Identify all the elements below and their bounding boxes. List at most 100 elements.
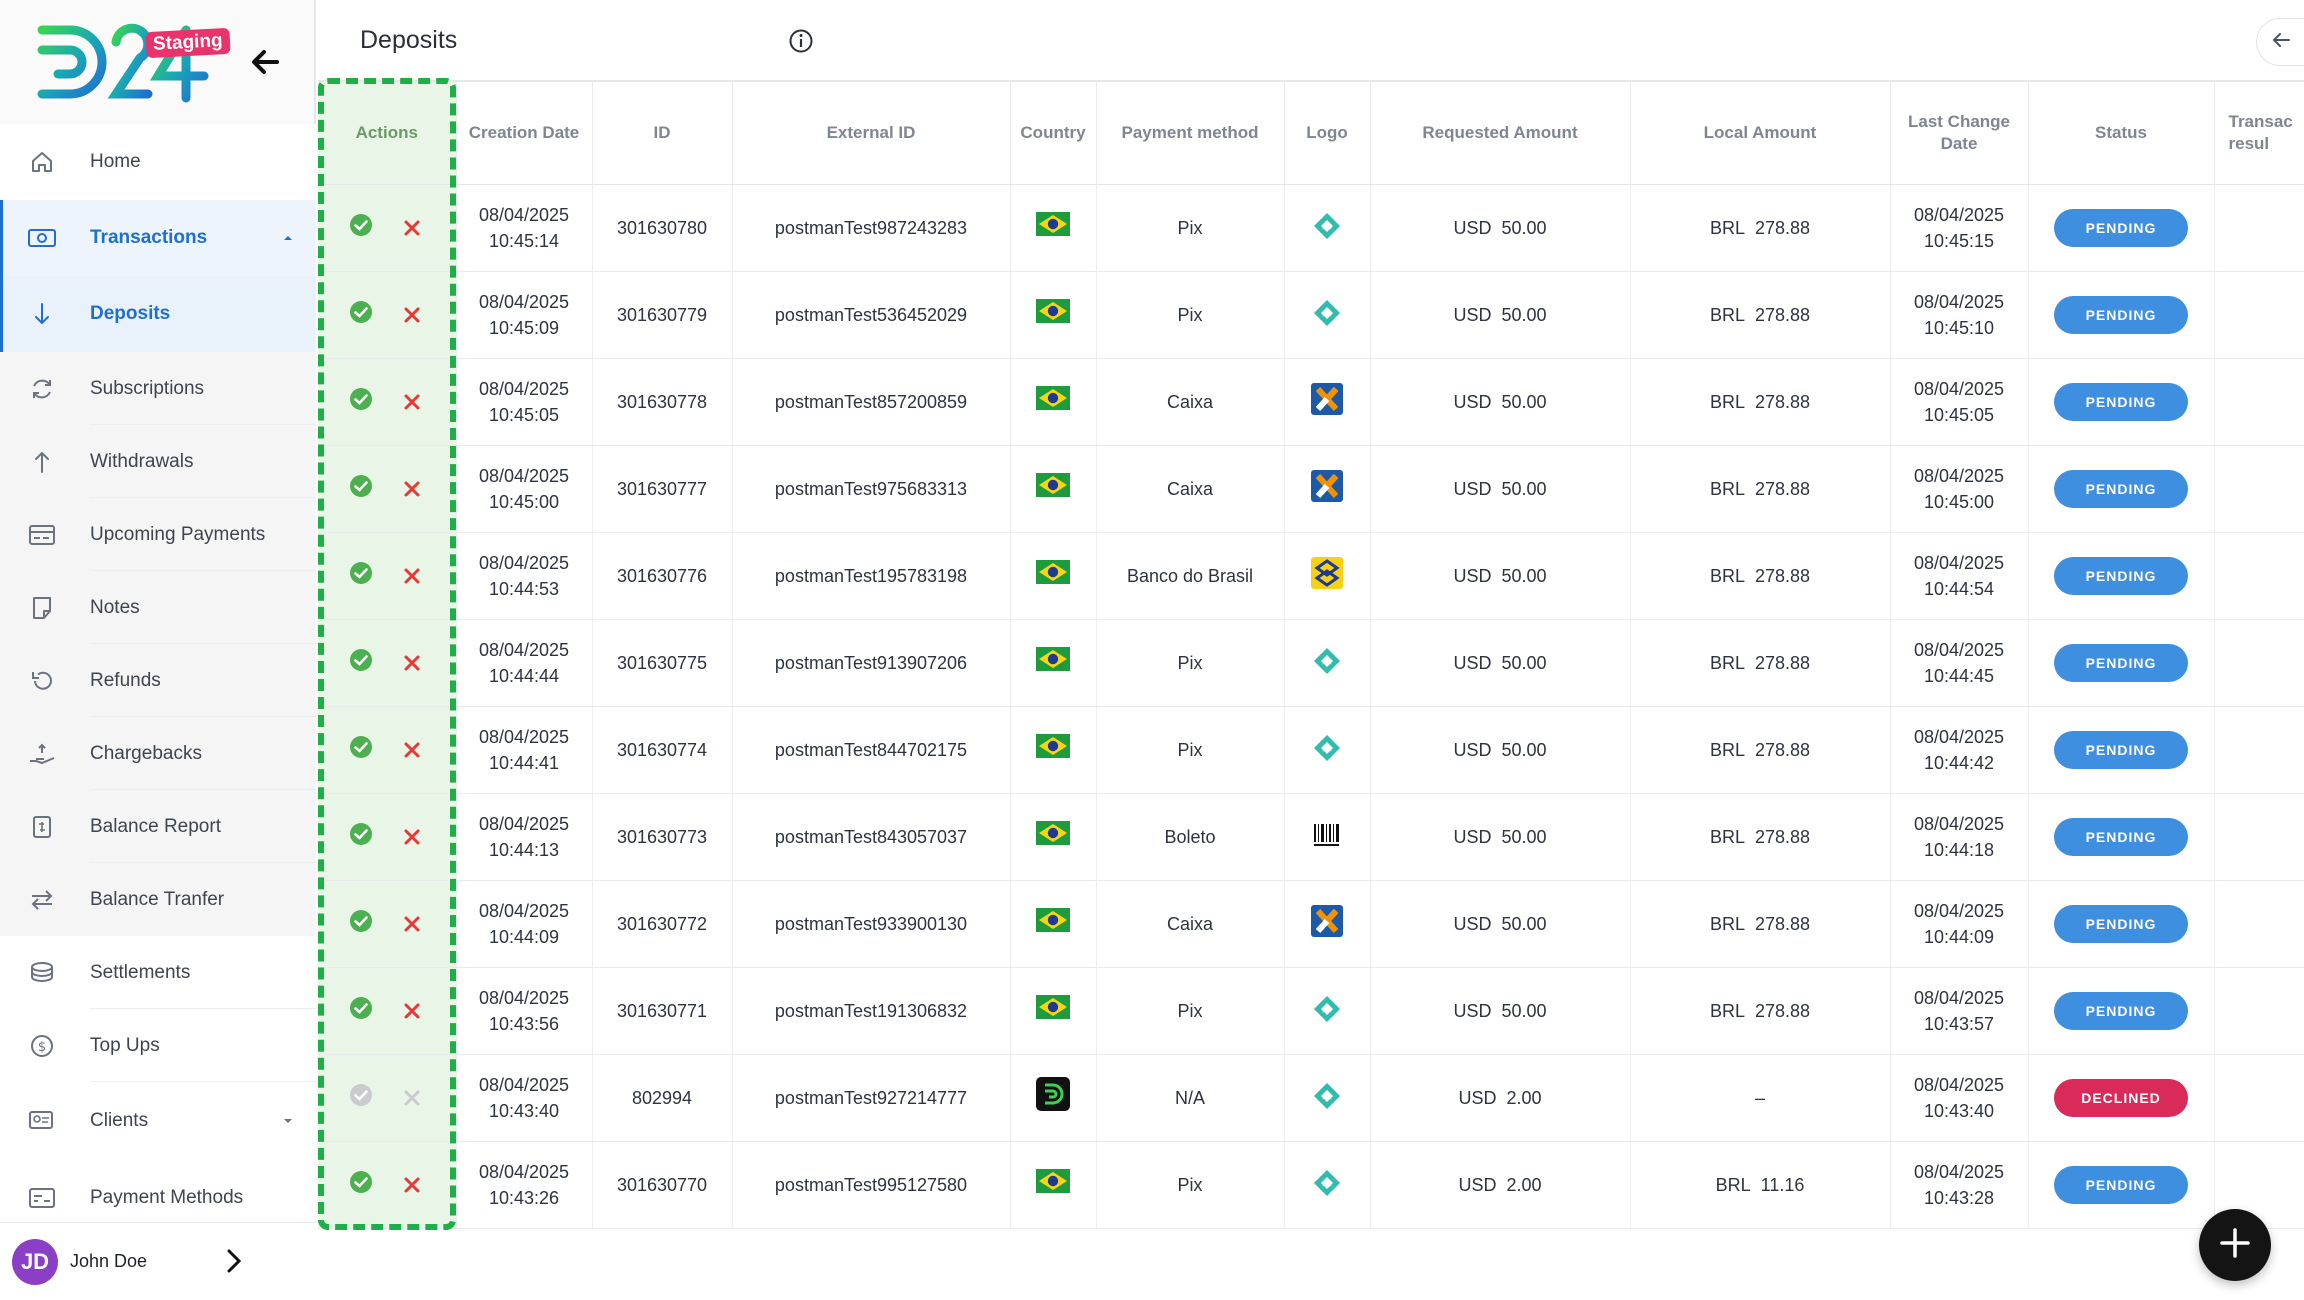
external-id-cell[interactable]: postmanTest913907206 bbox=[732, 619, 1011, 707]
sidebar-item-home[interactable]: Home bbox=[0, 124, 316, 200]
reject-icon[interactable] bbox=[398, 562, 426, 590]
table-row[interactable]: 08/04/2025 10:43:56 301630771 postmanTest… bbox=[318, 967, 2304, 1055]
status-badge[interactable]: PENDING bbox=[2054, 904, 2188, 943]
col-external-id[interactable]: External ID bbox=[732, 82, 1011, 185]
external-id-cell[interactable]: postmanTest927214777 bbox=[732, 1054, 1011, 1142]
status-badge[interactable]: PENDING bbox=[2054, 556, 2188, 595]
reject-icon[interactable] bbox=[398, 214, 426, 242]
approve-icon[interactable] bbox=[347, 472, 375, 500]
external-id-cell[interactable]: postmanTest843057037 bbox=[732, 793, 1011, 881]
id-cell[interactable]: 301630771 bbox=[592, 967, 733, 1055]
sidebar-item-settlements[interactable]: Settlements bbox=[0, 936, 316, 1009]
table-row[interactable]: 08/04/2025 10:44:09 301630772 postmanTest… bbox=[318, 880, 2304, 968]
table-row[interactable]: 08/04/2025 10:45:00 301630777 postmanTest… bbox=[318, 445, 2304, 533]
sidebar-item-deposits[interactable]: Deposits bbox=[0, 276, 316, 352]
sidebar-item-balance-transfer[interactable]: Balance Tranfer bbox=[0, 863, 316, 936]
table-row[interactable]: 08/04/2025 10:43:40 802994 postmanTest927… bbox=[318, 1054, 2304, 1142]
sidebar-item-transactions[interactable]: Transactions bbox=[0, 200, 316, 276]
table-row[interactable]: 08/04/2025 10:44:41 301630774 postmanTest… bbox=[318, 706, 2304, 794]
status-badge[interactable]: PENDING bbox=[2054, 382, 2188, 421]
table-row[interactable]: 08/04/2025 10:44:53 301630776 postmanTest… bbox=[318, 532, 2304, 620]
status-badge[interactable]: DECLINED bbox=[2054, 1078, 2188, 1117]
status-badge[interactable]: PENDING bbox=[2054, 1165, 2188, 1204]
sidebar-item-balance-report[interactable]: Balance Report bbox=[0, 790, 316, 863]
table-row[interactable]: 08/04/2025 10:45:09 301630779 postmanTest… bbox=[318, 271, 2304, 359]
external-id-cell[interactable]: postmanTest857200859 bbox=[732, 358, 1011, 446]
id-cell[interactable]: 802994 bbox=[592, 1054, 733, 1142]
reject-icon[interactable] bbox=[398, 649, 426, 677]
status-badge[interactable]: PENDING bbox=[2054, 643, 2188, 682]
external-id-cell[interactable]: postmanTest995127580 bbox=[732, 1141, 1011, 1229]
approve-icon[interactable] bbox=[347, 559, 375, 587]
external-id-cell[interactable]: postmanTest975683313 bbox=[732, 445, 1011, 533]
id-cell[interactable]: 301630772 bbox=[592, 880, 733, 968]
table-row[interactable]: 08/04/2025 10:45:05 301630778 postmanTest… bbox=[318, 358, 2304, 446]
reject-icon[interactable] bbox=[398, 823, 426, 851]
approve-icon[interactable] bbox=[347, 907, 375, 935]
col-id[interactable]: ID bbox=[592, 82, 733, 185]
id-cell[interactable]: 301630770 bbox=[592, 1141, 733, 1229]
status-badge[interactable]: PENDING bbox=[2054, 295, 2188, 334]
col-requested-amount[interactable]: Requested Amount bbox=[1370, 82, 1631, 185]
status-badge[interactable]: PENDING bbox=[2054, 469, 2188, 508]
sidebar-item-subscriptions[interactable]: Subscriptions bbox=[0, 352, 316, 425]
id-cell[interactable]: 301630774 bbox=[592, 706, 733, 794]
col-transaction-result[interactable]: Transac resul bbox=[2214, 82, 2304, 185]
col-payment-method[interactable]: Payment method bbox=[1096, 82, 1285, 185]
sidebar-item-refunds[interactable]: Refunds bbox=[0, 644, 316, 717]
table-row[interactable]: 08/04/2025 10:45:14 301630780 postmanTest… bbox=[318, 184, 2304, 272]
approve-icon[interactable] bbox=[347, 733, 375, 761]
sidebar-item-withdrawals[interactable]: Withdrawals bbox=[0, 425, 316, 498]
user-profile[interactable]: JD John Doe bbox=[0, 1222, 316, 1300]
approve-icon[interactable] bbox=[347, 1168, 375, 1196]
sidebar-item-upcoming-payments[interactable]: Upcoming Payments bbox=[0, 498, 316, 571]
chevron-right-icon[interactable] bbox=[224, 1247, 244, 1280]
deposits-table-container[interactable]: Actions Creation Date ID External ID Cou… bbox=[318, 82, 2304, 1262]
back-arrow-icon[interactable] bbox=[247, 44, 283, 80]
app-logo[interactable]: Staging bbox=[36, 20, 236, 110]
external-id-cell[interactable]: postmanTest844702175 bbox=[732, 706, 1011, 794]
approve-icon[interactable] bbox=[347, 298, 375, 326]
id-cell[interactable]: 301630777 bbox=[592, 445, 733, 533]
col-creation-date[interactable]: Creation Date bbox=[456, 82, 593, 185]
reject-icon[interactable] bbox=[398, 301, 426, 329]
table-row[interactable]: 08/04/2025 10:44:13 301630773 postmanTest… bbox=[318, 793, 2304, 881]
reject-icon[interactable] bbox=[398, 475, 426, 503]
id-cell[interactable]: 301630778 bbox=[592, 358, 733, 446]
add-button[interactable] bbox=[2199, 1209, 2271, 1281]
table-row[interactable]: 08/04/2025 10:44:44 301630775 postmanTest… bbox=[318, 619, 2304, 707]
approve-icon[interactable] bbox=[347, 211, 375, 239]
reject-icon[interactable] bbox=[398, 388, 426, 416]
col-local-amount[interactable]: Local Amount bbox=[1630, 82, 1891, 185]
collapse-panel-button[interactable] bbox=[2256, 18, 2304, 66]
col-status[interactable]: Status bbox=[2028, 82, 2215, 185]
reject-icon[interactable] bbox=[398, 736, 426, 764]
id-cell[interactable]: 301630780 bbox=[592, 184, 733, 272]
sidebar-item-clients[interactable]: Clients bbox=[0, 1082, 316, 1160]
status-badge[interactable]: PENDING bbox=[2054, 208, 2188, 247]
id-cell[interactable]: 301630775 bbox=[592, 619, 733, 707]
info-icon[interactable] bbox=[788, 28, 814, 59]
external-id-cell[interactable]: postmanTest195783198 bbox=[732, 532, 1011, 620]
status-badge[interactable]: PENDING bbox=[2054, 991, 2188, 1030]
approve-icon[interactable] bbox=[347, 646, 375, 674]
reject-icon[interactable] bbox=[398, 910, 426, 938]
table-row[interactable]: 08/04/2025 10:43:26 301630770 postmanTest… bbox=[318, 1141, 2304, 1229]
status-badge[interactable]: PENDING bbox=[2054, 817, 2188, 856]
sidebar-item-chargebacks[interactable]: Chargebacks bbox=[0, 717, 316, 790]
sidebar-item-top-ups[interactable]: $ Top Ups bbox=[0, 1009, 316, 1082]
reject-icon[interactable] bbox=[398, 997, 426, 1025]
approve-icon[interactable] bbox=[347, 385, 375, 413]
sidebar-item-notes[interactable]: Notes bbox=[0, 571, 316, 644]
id-cell[interactable]: 301630779 bbox=[592, 271, 733, 359]
reject-icon[interactable] bbox=[398, 1171, 426, 1199]
external-id-cell[interactable]: postmanTest933900130 bbox=[732, 880, 1011, 968]
id-cell[interactable]: 301630773 bbox=[592, 793, 733, 881]
id-cell[interactable]: 301630776 bbox=[592, 532, 733, 620]
reject-icon[interactable] bbox=[398, 1084, 426, 1112]
approve-icon[interactable] bbox=[347, 1081, 375, 1109]
status-badge[interactable]: PENDING bbox=[2054, 730, 2188, 769]
external-id-cell[interactable]: postmanTest536452029 bbox=[732, 271, 1011, 359]
approve-icon[interactable] bbox=[347, 994, 375, 1022]
col-last-change-date[interactable]: Last Change Date bbox=[1890, 82, 2029, 185]
